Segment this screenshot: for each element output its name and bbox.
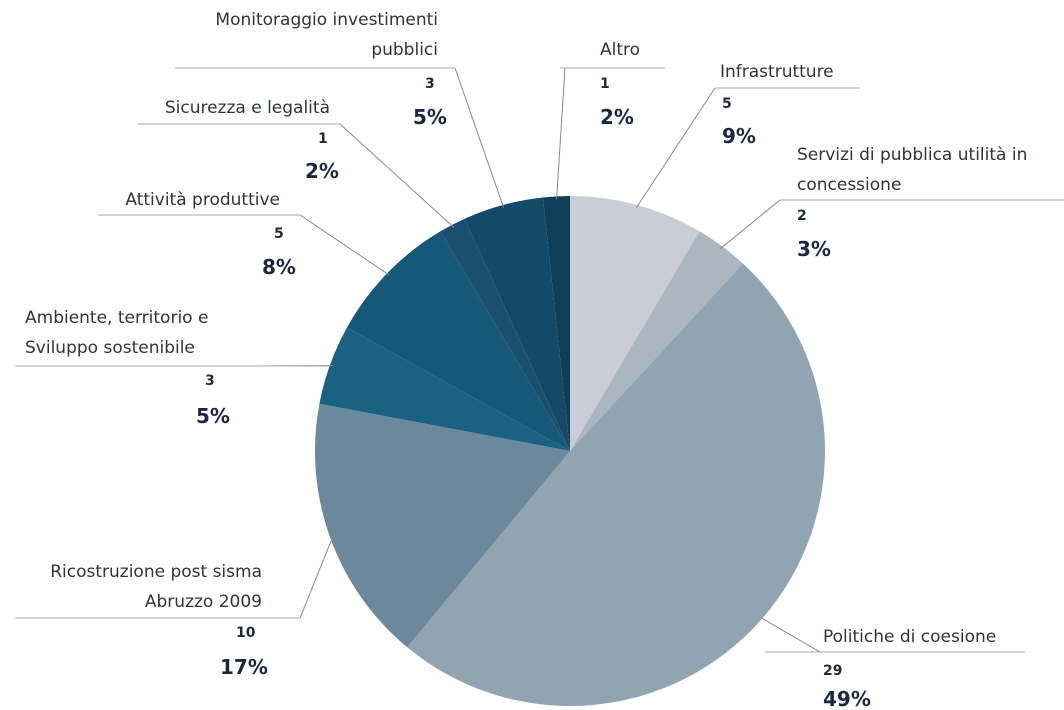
slice-count: 5 — [274, 226, 284, 242]
leader-line — [299, 214, 390, 276]
leader-line — [299, 536, 334, 619]
slice-count: 10 — [236, 625, 256, 641]
pie-slice — [315, 403, 570, 648]
slice-percent: 17% — [220, 655, 268, 679]
slice-percent: 5% — [196, 404, 230, 428]
slice-percent: 49% — [823, 687, 871, 710]
slice-label: Ricostruzione post sisma Abruzzo 2009 — [50, 562, 262, 612]
leader-line — [635, 87, 716, 209]
slice-percent: 5% — [413, 105, 447, 129]
slice-label: Ambiente, territorio e Sviluppo sostenib… — [25, 308, 209, 358]
leader-line — [339, 123, 455, 228]
slice-label: Infrastrutture — [720, 62, 834, 82]
pie-slice — [407, 263, 826, 707]
slice-percent: 2% — [600, 105, 634, 129]
pie-slice — [346, 231, 570, 451]
pie-slice — [570, 196, 700, 451]
slice-count: 2 — [797, 208, 807, 224]
pie-slice — [464, 197, 570, 451]
slice-percent: 9% — [722, 124, 756, 148]
slice-label: Altro — [600, 40, 641, 60]
slice-count: 3 — [425, 76, 435, 92]
slice-count: 1 — [318, 131, 328, 147]
slice-count: 5 — [722, 96, 732, 112]
pie-slice — [319, 327, 570, 451]
slice-percent: 3% — [797, 237, 831, 261]
slice-label: Sicurezza e legalità — [164, 98, 330, 118]
slice-label: Monitoraggio investimenti pubblici — [215, 10, 438, 60]
leader-line — [556, 67, 566, 200]
pie-slice — [570, 231, 743, 451]
leader-line — [719, 199, 781, 250]
slice-percent: 8% — [262, 255, 296, 279]
pie-slice — [440, 218, 570, 451]
slice-count: 3 — [205, 373, 215, 389]
slice-label: Attività produttive — [125, 190, 280, 210]
slice-count: 29 — [823, 663, 843, 679]
slice-count: 1 — [600, 76, 610, 92]
slice-label: Politiche di coesione — [823, 627, 997, 647]
leader-line — [454, 67, 505, 209]
slice-percent: 2% — [305, 159, 339, 183]
leader-line — [759, 616, 821, 653]
slice-label: Servizi di pubblica utilità in concessio… — [797, 145, 1028, 195]
pie-slice — [542, 196, 570, 451]
